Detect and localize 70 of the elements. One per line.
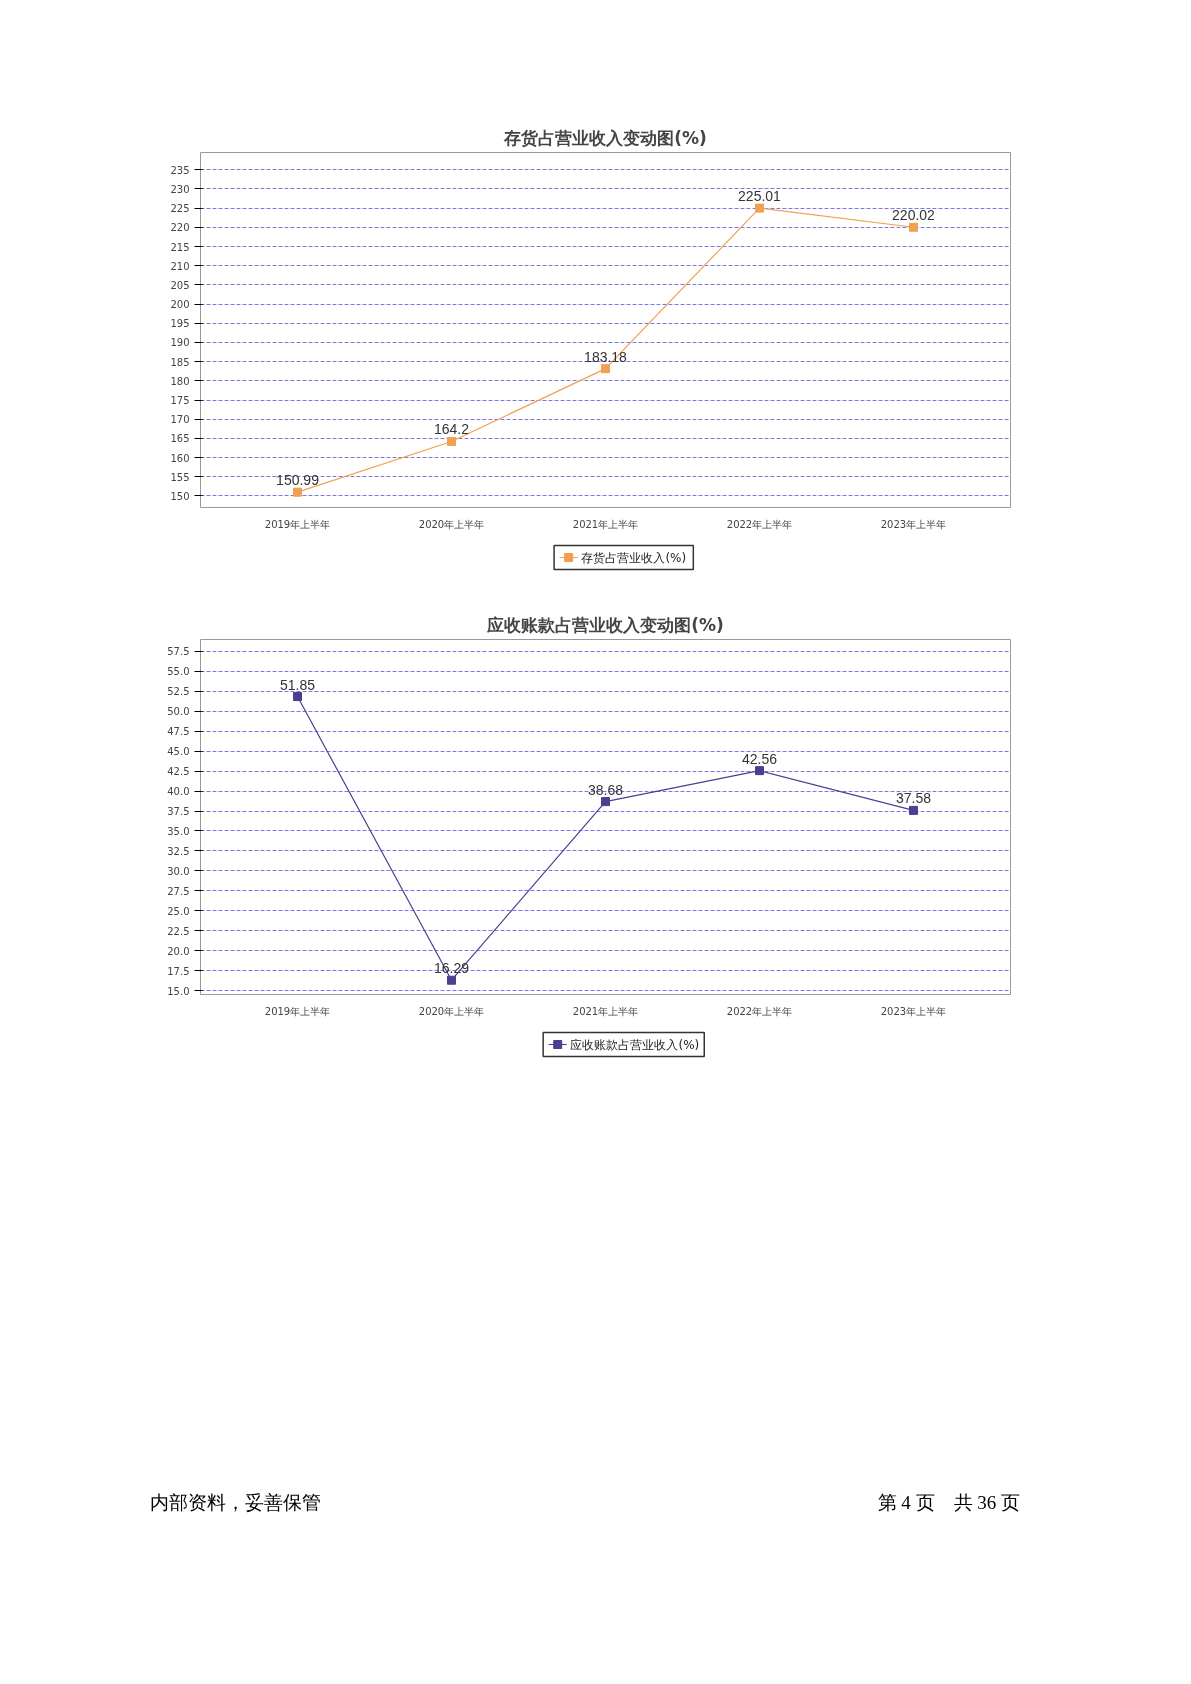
x-tick-label: 2019年上半年 xyxy=(264,1005,331,1017)
data-label: 37.58 xyxy=(895,790,932,807)
x-tick-label: 2021年上半年 xyxy=(572,1005,639,1017)
y-tick-label: 32.5 xyxy=(167,845,190,857)
y-tick-label: 27.5 xyxy=(167,885,190,897)
point xyxy=(293,487,303,497)
y-tick-label: 215 xyxy=(170,241,190,253)
text: 内部资料，妥善保管 xyxy=(150,1491,321,1515)
y-tick-label: 175 xyxy=(170,395,190,407)
y-tick-label: 235 xyxy=(170,164,190,176)
x-tick-label: 2022年上半年 xyxy=(726,1005,793,1017)
point xyxy=(447,436,457,446)
y-tick-label: 165 xyxy=(170,433,190,445)
y-tick-label: 52.5 xyxy=(167,686,190,698)
point xyxy=(447,975,457,985)
y-tick-label: 37.5 xyxy=(167,806,190,818)
legend-label: 存货占营业收入(%) xyxy=(581,550,687,565)
x-tick-label: 2020年上半年 xyxy=(418,518,485,530)
point xyxy=(908,805,918,815)
y-tick-label: 40.0 xyxy=(167,786,190,798)
x-tick-label: 2023年上半年 xyxy=(880,518,947,530)
x-tick-label: 2023年上半年 xyxy=(880,1005,947,1017)
y-tick-label: 225 xyxy=(170,203,190,215)
y-tick-label: 57.5 xyxy=(167,646,190,658)
chart-title: 应收账款占营业收入变动图(%) xyxy=(486,614,724,635)
y-tick-label: 25.0 xyxy=(167,905,190,917)
y-tick-label: 185 xyxy=(170,356,190,368)
y-tick-label: 205 xyxy=(170,279,190,291)
y-tick-label: 17.5 xyxy=(167,965,190,977)
y-tick-label: 30.0 xyxy=(167,865,190,877)
point xyxy=(908,222,918,232)
y-tick-label: 50.0 xyxy=(167,706,190,718)
point xyxy=(601,797,610,807)
y-tick-label: 160 xyxy=(170,452,190,464)
y-tick-label: 150 xyxy=(170,490,190,502)
x-tick-label: 2022年上半年 xyxy=(726,518,793,530)
y-tick-label: 55.0 xyxy=(167,666,190,678)
data-label: 225.01 xyxy=(738,188,782,205)
y-tick-label: 15.0 xyxy=(167,985,190,997)
data-label: 220.02 xyxy=(892,207,936,224)
y-tick-label: 230 xyxy=(170,183,190,195)
y-tick-label: 42.5 xyxy=(167,766,190,778)
y-tick-label: 20.0 xyxy=(167,945,190,957)
y-tick-label: 47.5 xyxy=(167,726,190,738)
legend-label: 应收账款占营业收入(%) xyxy=(570,1037,700,1052)
y-tick-label: 35.0 xyxy=(167,825,190,837)
text: 第 4 页 共 36 页 xyxy=(877,1491,1020,1515)
y-tick-label: 200 xyxy=(170,299,190,311)
point xyxy=(754,766,764,776)
chart-title: 存货占营业收入变动图(%) xyxy=(503,127,707,148)
y-tick-label: 45.0 xyxy=(167,746,190,758)
data-label: 42.56 xyxy=(741,750,778,767)
y-tick-label: 22.5 xyxy=(167,925,190,937)
point xyxy=(754,203,764,213)
point xyxy=(601,364,610,374)
y-tick-label: 220 xyxy=(170,222,190,234)
y-tick-label: 180 xyxy=(170,375,190,387)
y-tick-label: 170 xyxy=(170,414,190,426)
y-tick-label: 195 xyxy=(170,318,190,330)
y-tick-label: 190 xyxy=(170,337,190,349)
x-tick-label: 2021年上半年 xyxy=(572,518,639,530)
y-tick-label: 210 xyxy=(170,260,190,272)
y-tick-label: 155 xyxy=(170,471,190,483)
x-tick-label: 2019年上半年 xyxy=(264,518,331,530)
x-tick-label: 2020年上半年 xyxy=(418,1005,485,1017)
data-label: 150.99 xyxy=(276,472,320,489)
data-label: 38.68 xyxy=(587,781,624,798)
point xyxy=(293,692,303,702)
data-label: 164.2 xyxy=(433,421,470,438)
data-label: 51.85 xyxy=(280,676,316,693)
